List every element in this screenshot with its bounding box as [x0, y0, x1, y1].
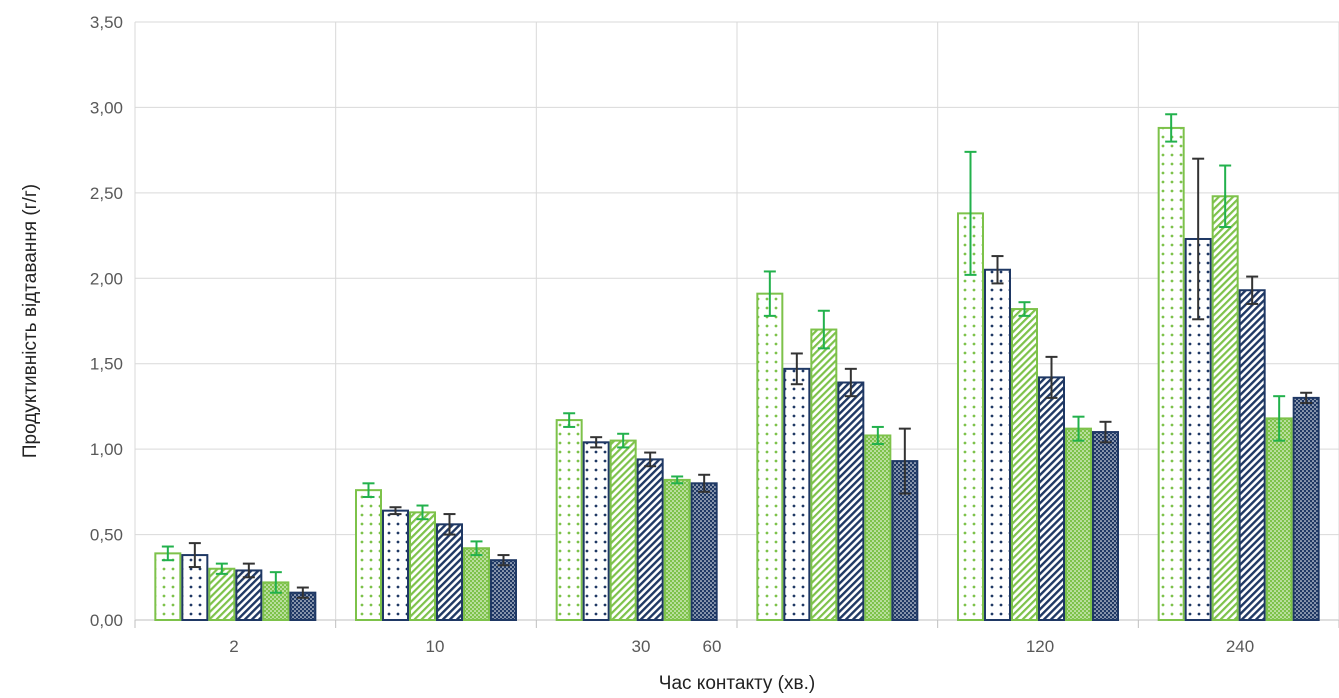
bar — [235, 569, 263, 621]
x-tick-label: 2 — [229, 637, 238, 656]
bar — [436, 523, 463, 622]
bar — [355, 489, 382, 621]
bar — [837, 381, 865, 621]
x-tick-label: 120 — [1026, 637, 1054, 656]
bar — [1092, 431, 1119, 621]
y-tick-label: 1,00 — [90, 440, 123, 459]
bar — [984, 268, 1011, 621]
bar — [1038, 376, 1065, 621]
bar — [810, 328, 838, 621]
bar — [756, 292, 784, 621]
x-axis-title: Час контакту (хв.) — [659, 673, 815, 694]
gridlines — [134, 21, 1339, 628]
x-tick-label: 240 — [1226, 637, 1254, 656]
bar — [490, 559, 517, 622]
bar — [555, 419, 583, 621]
bar — [1265, 417, 1293, 622]
bar — [463, 547, 490, 621]
bar — [783, 367, 811, 621]
bar — [609, 439, 637, 621]
bar — [1292, 396, 1320, 621]
bar — [582, 441, 610, 621]
y-axis-title: Продуктивність відтавання (г/г) — [20, 184, 41, 458]
y-tick-label: 2,00 — [90, 269, 123, 288]
y-tick-label: 3,00 — [90, 98, 123, 117]
y-tick-label: 2,50 — [90, 184, 123, 203]
tick-labels: 0,00 0,50 1,00 1,50 2,00 2,50 3,00 3,50 2 10 30 60 1… — [90, 13, 1254, 656]
y-tick-label: 3,50 — [90, 13, 123, 32]
bar — [1011, 308, 1038, 621]
bar — [1238, 289, 1266, 621]
bar — [663, 478, 691, 622]
bar — [1157, 126, 1185, 621]
bar — [1065, 427, 1092, 622]
x-tick-label: 30 — [632, 637, 651, 656]
error-bars — [161, 113, 1313, 599]
bar — [1211, 195, 1239, 621]
bar — [382, 509, 409, 621]
y-tick-label: 0,00 — [90, 611, 123, 630]
bar — [409, 511, 436, 621]
bar — [864, 434, 892, 621]
bar — [690, 482, 718, 622]
bar — [636, 458, 664, 621]
x-tick-label: 10 — [426, 637, 445, 656]
bar — [154, 552, 182, 622]
bar — [957, 212, 984, 622]
bars — [154, 126, 1320, 622]
y-tick-label: 1,50 — [90, 355, 123, 374]
bar — [208, 567, 236, 621]
y-tick-label: 0,50 — [90, 526, 123, 545]
x-tick-label: 60 — [703, 637, 722, 656]
